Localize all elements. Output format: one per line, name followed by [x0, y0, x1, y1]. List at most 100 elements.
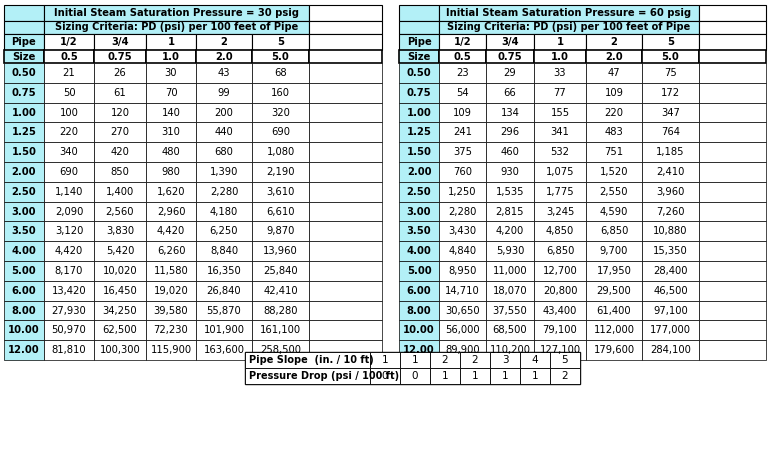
Bar — [699, 202, 766, 221]
Text: 4,590: 4,590 — [600, 207, 628, 217]
Bar — [196, 162, 252, 182]
Bar — [642, 83, 699, 103]
Bar — [44, 320, 94, 340]
Bar — [94, 162, 146, 182]
Text: 1.0: 1.0 — [162, 52, 180, 62]
Bar — [399, 5, 439, 21]
Bar — [586, 221, 642, 241]
Text: 3: 3 — [502, 355, 508, 365]
Bar — [146, 241, 196, 261]
Bar — [44, 63, 94, 83]
Text: 20,800: 20,800 — [543, 286, 577, 296]
Bar — [94, 34, 146, 50]
Bar — [699, 281, 766, 301]
Text: 3,830: 3,830 — [106, 226, 134, 236]
Bar — [309, 34, 382, 50]
Text: 7,260: 7,260 — [656, 207, 685, 217]
Text: 54: 54 — [456, 88, 469, 98]
Text: 62,500: 62,500 — [103, 325, 137, 335]
Bar — [486, 340, 534, 360]
Text: 12.00: 12.00 — [8, 345, 40, 355]
Bar — [245, 368, 370, 384]
Bar — [586, 241, 642, 261]
Bar — [196, 63, 252, 83]
Text: Pipe Slope  (in. / 10 ft): Pipe Slope (in. / 10 ft) — [249, 355, 374, 365]
Bar — [534, 50, 586, 63]
Bar — [534, 281, 586, 301]
Bar — [520, 352, 550, 368]
Text: 1.00: 1.00 — [12, 107, 36, 117]
Bar — [439, 182, 486, 202]
Text: 296: 296 — [500, 128, 520, 137]
Bar — [586, 103, 642, 122]
Bar — [642, 340, 699, 360]
Text: 1: 1 — [532, 371, 538, 381]
Bar — [309, 261, 382, 281]
Text: 25,840: 25,840 — [263, 266, 298, 276]
Text: 8,840: 8,840 — [210, 246, 238, 256]
Bar — [486, 50, 534, 63]
Bar — [642, 63, 699, 83]
Text: 81,810: 81,810 — [52, 345, 86, 355]
Text: 340: 340 — [59, 147, 79, 157]
Text: 33: 33 — [554, 68, 566, 78]
Bar — [699, 301, 766, 320]
Text: 29,500: 29,500 — [597, 286, 631, 296]
Bar — [4, 63, 44, 83]
Bar — [399, 50, 439, 63]
Bar — [252, 202, 309, 221]
Bar — [252, 103, 309, 122]
Bar — [309, 340, 382, 360]
Text: 13,960: 13,960 — [263, 246, 298, 256]
Text: 13,420: 13,420 — [52, 286, 86, 296]
Text: 440: 440 — [215, 128, 233, 137]
Text: 1,390: 1,390 — [210, 167, 239, 177]
Bar — [4, 320, 44, 340]
Bar — [586, 301, 642, 320]
Text: 532: 532 — [550, 147, 570, 157]
Text: 11,000: 11,000 — [493, 266, 527, 276]
Text: 1.25: 1.25 — [12, 128, 36, 137]
Text: 14,710: 14,710 — [445, 286, 480, 296]
Bar — [399, 34, 439, 50]
Bar — [309, 103, 382, 122]
Text: 3,610: 3,610 — [266, 187, 295, 197]
Bar — [699, 122, 766, 142]
Text: Sizing Criteria: PD (psi) per 100 feet of Pipe: Sizing Criteria: PD (psi) per 100 feet o… — [448, 22, 691, 32]
Bar — [44, 221, 94, 241]
Bar — [486, 142, 534, 162]
Bar — [44, 301, 94, 320]
Bar — [534, 182, 586, 202]
Bar — [642, 103, 699, 122]
Bar — [44, 142, 94, 162]
Text: 8,950: 8,950 — [449, 266, 476, 276]
Text: 1.50: 1.50 — [407, 147, 432, 157]
Text: 4,840: 4,840 — [449, 246, 476, 256]
Bar — [252, 63, 309, 83]
Bar — [586, 281, 642, 301]
Text: 320: 320 — [271, 107, 290, 117]
Bar — [94, 221, 146, 241]
Bar — [44, 83, 94, 103]
Bar — [399, 261, 439, 281]
Bar — [439, 202, 486, 221]
Bar — [699, 340, 766, 360]
Bar — [486, 261, 534, 281]
Text: 6,610: 6,610 — [266, 207, 295, 217]
Bar — [439, 34, 486, 50]
Text: 2,550: 2,550 — [600, 187, 628, 197]
Bar — [586, 320, 642, 340]
Text: 4.00: 4.00 — [407, 246, 432, 256]
Bar — [196, 182, 252, 202]
Bar — [439, 241, 486, 261]
Text: 6,250: 6,250 — [210, 226, 239, 236]
Bar — [196, 221, 252, 241]
Bar — [44, 281, 94, 301]
Bar — [146, 182, 196, 202]
Text: 161,100: 161,100 — [260, 325, 301, 335]
Bar — [399, 103, 439, 122]
Text: 28,400: 28,400 — [653, 266, 688, 276]
Text: 0.75: 0.75 — [107, 52, 132, 62]
Text: 1,400: 1,400 — [106, 187, 134, 197]
Text: 1: 1 — [502, 371, 508, 381]
